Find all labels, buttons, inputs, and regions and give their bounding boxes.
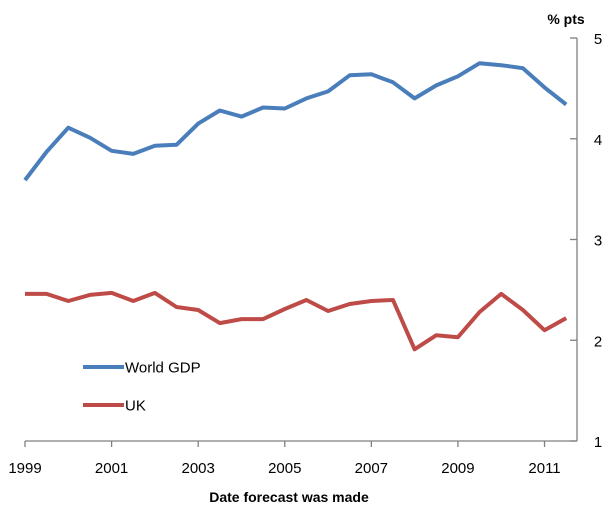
x-tick-label: 2007: [355, 460, 388, 477]
legend: World GDP UK: [83, 360, 201, 415]
series-line-world-gdp: [23, 61, 568, 182]
y-tick-label: 4: [594, 132, 602, 149]
x-tick-label: 2001: [95, 460, 128, 477]
legend-label: World GDP: [125, 360, 201, 377]
y-tick-label: 3: [594, 233, 602, 250]
y-tick-label: 5: [594, 31, 602, 48]
x-axis-ticks: 1999 2001 2003 2005 2007 2009 2011: [8, 441, 561, 477]
y-axis-title: % pts: [547, 11, 585, 27]
x-tick-label: 2011: [528, 460, 560, 477]
x-tick-label: 2003: [181, 460, 214, 477]
x-axis-title: Date forecast was made: [209, 489, 369, 505]
series-layer: [23, 61, 568, 352]
x-tick-label: 1999: [8, 460, 41, 477]
y-axis-ticks: 1 2 3 4 5: [570, 31, 602, 451]
y-tick-label: 2: [594, 333, 602, 350]
x-tick-label: 2005: [268, 460, 301, 477]
legend-label: UK: [125, 398, 146, 415]
y-tick-label: 1: [594, 434, 602, 451]
series-line-uk: [25, 290, 568, 352]
x-tick-label: 2009: [441, 460, 474, 477]
